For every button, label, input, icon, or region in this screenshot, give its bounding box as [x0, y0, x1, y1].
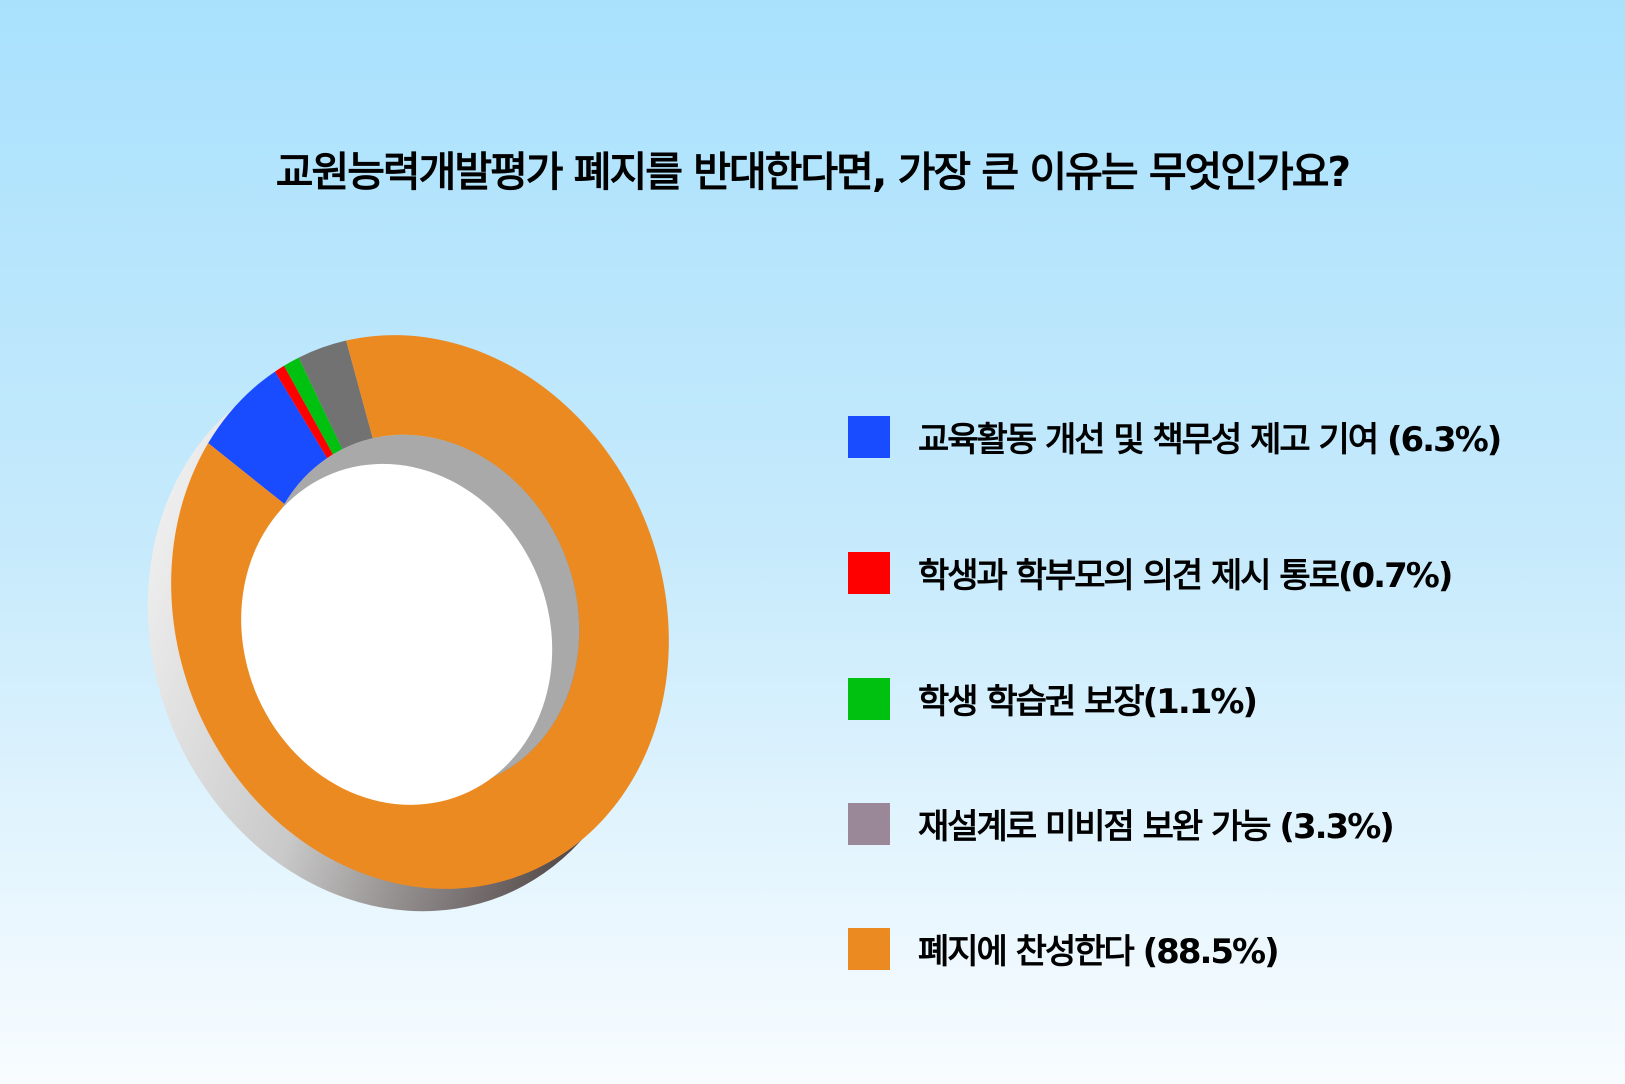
legend-swatch [848, 677, 890, 720]
legend-label: 재설계로 미비점 보완 가능 (3.3%) [918, 807, 1395, 847]
legend-label: 학생과 학부모의 의견 제시 통로(0.7%) [918, 556, 1453, 596]
legend-swatch [848, 551, 890, 594]
legend-item: 학생과 학부모의 의견 제시 통로(0.7%) [848, 548, 1453, 597]
legend-label: 교육활동 개선 및 책무성 제고 기여 (6.3%) [918, 420, 1502, 460]
chart-title: 교원능력개발평가 폐지를 반대한다면, 가장 큰 이유는 무엇인가요? [275, 148, 1351, 196]
legend-swatch [848, 415, 890, 458]
legend-item: 폐지에 찬성한다 (88.5%) [848, 924, 1280, 973]
legend-swatch [848, 802, 890, 845]
legend-item: 학생 학습권 보장(1.1%) [848, 674, 1258, 723]
legend-label: 폐지에 찬성한다 (88.5%) [918, 932, 1280, 972]
donut-group [147, 335, 669, 912]
legend-item: 재설계로 미비점 보완 가능 (3.3%) [848, 799, 1395, 848]
legend-label: 학생 학습권 보장(1.1%) [918, 682, 1258, 722]
donut-slice [208, 371, 328, 504]
donut-hole [241, 463, 553, 805]
donut-slice [274, 365, 333, 459]
legend-swatch [848, 927, 890, 970]
donut-slice [298, 340, 373, 450]
donut-slice [284, 357, 343, 455]
legend-item: 교육활동 개선 및 책무성 제고 기여 (6.3%) [848, 412, 1502, 461]
